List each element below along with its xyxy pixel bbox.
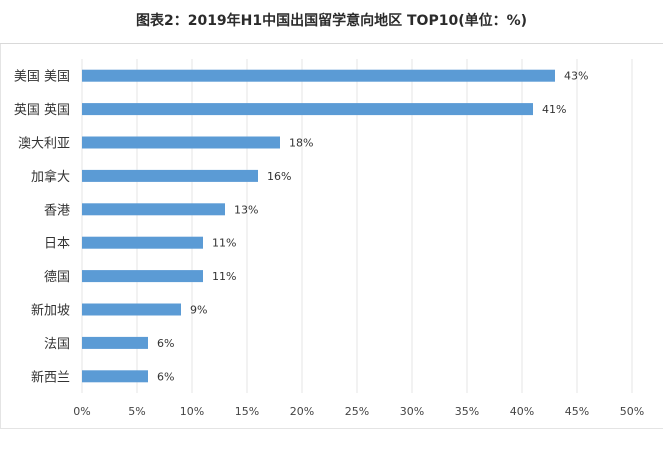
category-label: 美国 美国 — [14, 70, 70, 85]
category-label: 德国 — [44, 270, 70, 285]
data-label: 11% — [212, 270, 236, 283]
category-label: 法国 — [44, 337, 70, 352]
data-label: 18% — [289, 137, 313, 150]
data-label: 6% — [157, 370, 174, 383]
x-tick-label: 25% — [345, 405, 369, 418]
category-label: 日本 — [44, 237, 70, 252]
bar — [82, 236, 203, 249]
bar — [82, 169, 258, 182]
bar — [82, 203, 225, 216]
x-tick-label: 0% — [73, 405, 90, 418]
x-tick-label: 50% — [620, 405, 644, 418]
category-label: 澳大利亚 — [18, 136, 70, 152]
data-label: 6% — [157, 337, 174, 350]
bar — [82, 270, 203, 283]
bar — [82, 370, 148, 383]
x-tick-label: 20% — [290, 405, 314, 418]
category-label: 新加坡 — [31, 303, 70, 319]
bar — [82, 69, 555, 82]
bar — [82, 103, 533, 116]
data-label: 41% — [542, 103, 566, 116]
data-label: 43% — [564, 70, 588, 83]
data-label: 9% — [190, 304, 207, 317]
x-tick-label: 45% — [565, 405, 589, 418]
data-label: 11% — [212, 237, 236, 250]
x-tick-label: 35% — [455, 405, 479, 418]
x-tick-label: 10% — [180, 405, 204, 418]
bar — [82, 303, 181, 316]
bottom-border — [0, 428, 663, 429]
bar — [82, 336, 148, 349]
left-border — [0, 44, 1, 429]
category-label: 英国 英国 — [14, 103, 70, 118]
x-tick-label: 30% — [400, 405, 424, 418]
category-label: 加拿大 — [31, 169, 70, 185]
category-label: 香港 — [44, 203, 70, 218]
x-tick-label: 15% — [235, 405, 259, 418]
data-label: 13% — [234, 203, 258, 216]
data-label: 16% — [267, 170, 291, 183]
chart-title: 图表2：2019年H1中国出国留学意向地区 TOP10(单位：%) — [135, 13, 528, 29]
title-divider — [0, 43, 663, 44]
bar — [82, 136, 280, 149]
x-tick-label: 5% — [128, 405, 145, 418]
x-tick-label: 40% — [510, 405, 534, 418]
category-label: 新西兰 — [31, 369, 70, 385]
